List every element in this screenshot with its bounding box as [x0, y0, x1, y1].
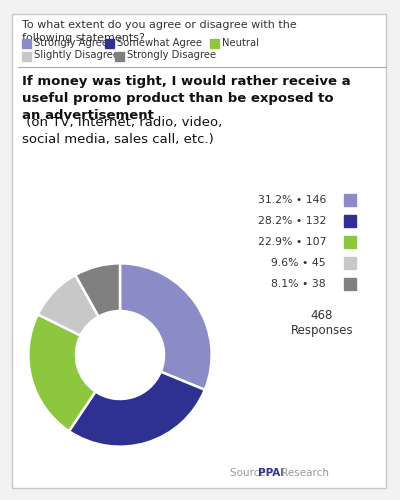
Text: Somewhat Agree: Somewhat Agree [117, 38, 202, 48]
Wedge shape [120, 264, 212, 390]
Bar [210, 39, 219, 48]
Text: 28.2% • 132: 28.2% • 132 [258, 216, 326, 226]
Text: (on TV, Internet, radio, video,
social media, sales call, etc.): (on TV, Internet, radio, video, social m… [22, 116, 222, 146]
Text: PPAI: PPAI [258, 468, 284, 478]
Bar [115, 52, 124, 61]
Text: Strongly Agree: Strongly Agree [34, 38, 108, 48]
Bar [344, 194, 356, 206]
Text: 468
Responses: 468 Responses [291, 309, 353, 337]
Text: Neutral: Neutral [222, 38, 259, 48]
Text: 9.6% • 45: 9.6% • 45 [271, 258, 326, 268]
Wedge shape [69, 372, 205, 446]
Text: Slightly Disagree: Slightly Disagree [34, 50, 119, 60]
Wedge shape [28, 314, 96, 431]
Bar [344, 215, 356, 227]
Wedge shape [38, 275, 98, 336]
Text: Research: Research [278, 468, 329, 478]
Text: 31.2% • 146: 31.2% • 146 [258, 195, 326, 205]
Text: Strongly Disagree: Strongly Disagree [127, 50, 216, 60]
Bar [105, 39, 114, 48]
Bar [22, 52, 31, 61]
Text: 8.1% • 38: 8.1% • 38 [271, 279, 326, 289]
Text: If money was tight, I would rather receive a
useful promo product than be expose: If money was tight, I would rather recei… [22, 75, 351, 122]
Text: 22.9% • 107: 22.9% • 107 [258, 237, 326, 247]
Bar [344, 257, 356, 269]
Wedge shape [75, 264, 120, 316]
Bar [22, 39, 31, 48]
FancyBboxPatch shape [12, 14, 386, 488]
Bar [344, 236, 356, 248]
Text: Source:: Source: [230, 468, 273, 478]
Text: To what extent do you agree or disagree with the
following statements?: To what extent do you agree or disagree … [22, 20, 297, 43]
Bar [344, 278, 356, 290]
